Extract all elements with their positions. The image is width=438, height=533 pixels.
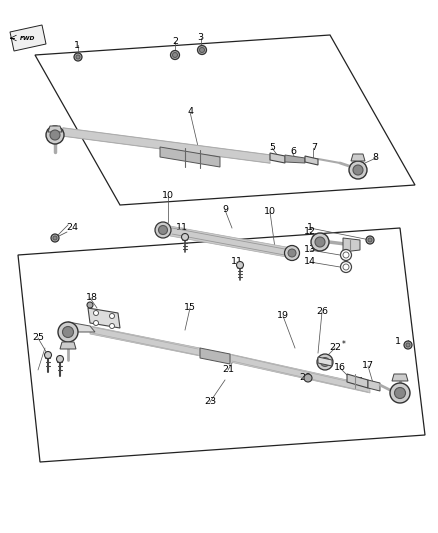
Circle shape [76, 55, 80, 59]
Text: 20: 20 [299, 374, 311, 383]
Text: *: * [342, 341, 346, 350]
Polygon shape [368, 380, 380, 391]
Circle shape [46, 126, 64, 144]
Text: 24: 24 [66, 223, 78, 232]
Text: 17: 17 [362, 361, 374, 370]
Polygon shape [63, 128, 270, 163]
Circle shape [74, 53, 82, 61]
Circle shape [395, 387, 406, 399]
Circle shape [110, 324, 114, 328]
Circle shape [317, 354, 333, 370]
Polygon shape [48, 126, 62, 132]
Circle shape [181, 233, 188, 240]
Text: 11: 11 [176, 223, 188, 232]
Circle shape [159, 225, 167, 235]
Polygon shape [35, 35, 415, 205]
Text: 21: 21 [222, 366, 234, 375]
Polygon shape [318, 357, 332, 366]
Text: 2: 2 [172, 37, 178, 46]
Polygon shape [270, 153, 285, 163]
Circle shape [45, 351, 52, 359]
Polygon shape [170, 226, 292, 258]
Circle shape [321, 358, 329, 367]
Text: 25: 25 [32, 334, 44, 343]
Circle shape [93, 311, 99, 316]
Circle shape [340, 262, 352, 272]
Text: 3: 3 [197, 34, 203, 43]
Circle shape [110, 313, 114, 319]
Text: 7: 7 [311, 143, 317, 152]
Circle shape [199, 47, 205, 52]
Text: 19: 19 [277, 311, 289, 320]
Text: 11: 11 [231, 257, 243, 266]
Circle shape [311, 233, 329, 251]
Circle shape [315, 237, 325, 247]
Circle shape [53, 236, 57, 240]
Circle shape [404, 341, 412, 349]
Circle shape [390, 383, 410, 403]
Polygon shape [230, 354, 370, 393]
Circle shape [366, 236, 374, 244]
Text: 26: 26 [316, 308, 328, 317]
Circle shape [340, 249, 352, 261]
Circle shape [50, 130, 60, 140]
Circle shape [288, 249, 296, 257]
Text: 18: 18 [86, 294, 98, 303]
Circle shape [285, 246, 300, 261]
Polygon shape [160, 147, 220, 167]
Circle shape [406, 343, 410, 347]
Circle shape [343, 252, 349, 258]
Text: 23: 23 [204, 398, 216, 407]
Polygon shape [392, 374, 408, 381]
Polygon shape [88, 308, 120, 328]
Circle shape [87, 302, 93, 308]
Circle shape [304, 374, 312, 382]
Text: 8: 8 [372, 154, 378, 163]
Text: 6: 6 [290, 148, 296, 157]
Polygon shape [347, 374, 368, 388]
Text: 9: 9 [222, 206, 228, 214]
Circle shape [343, 264, 349, 270]
Text: 10: 10 [264, 207, 276, 216]
Circle shape [353, 165, 363, 175]
Polygon shape [10, 25, 46, 51]
Text: 13: 13 [304, 246, 316, 254]
Polygon shape [18, 228, 425, 462]
Polygon shape [200, 348, 230, 364]
Polygon shape [68, 322, 95, 332]
Text: 16: 16 [352, 377, 364, 386]
Circle shape [58, 322, 78, 342]
Text: 10: 10 [162, 191, 174, 200]
Text: 15: 15 [184, 303, 196, 312]
Text: 16: 16 [334, 364, 346, 373]
Circle shape [155, 222, 171, 238]
Circle shape [198, 45, 206, 54]
Text: FWD: FWD [20, 36, 35, 41]
Text: 1: 1 [74, 41, 80, 50]
Text: 1: 1 [395, 337, 401, 346]
Circle shape [51, 234, 59, 242]
Polygon shape [343, 238, 360, 252]
Circle shape [93, 320, 99, 326]
Polygon shape [60, 342, 76, 349]
Circle shape [170, 51, 180, 60]
Text: 14: 14 [304, 257, 316, 266]
Text: 4: 4 [187, 108, 193, 117]
Polygon shape [285, 155, 305, 163]
Circle shape [173, 52, 177, 58]
Circle shape [349, 161, 367, 179]
Text: 1: 1 [307, 223, 313, 232]
Circle shape [63, 327, 74, 337]
Polygon shape [305, 156, 318, 165]
Circle shape [237, 262, 244, 269]
Text: 12: 12 [304, 228, 316, 237]
Text: 22: 22 [329, 343, 341, 352]
Circle shape [368, 238, 372, 242]
Text: 5: 5 [269, 143, 275, 152]
Polygon shape [90, 326, 200, 356]
Circle shape [57, 356, 64, 362]
Polygon shape [351, 154, 365, 161]
